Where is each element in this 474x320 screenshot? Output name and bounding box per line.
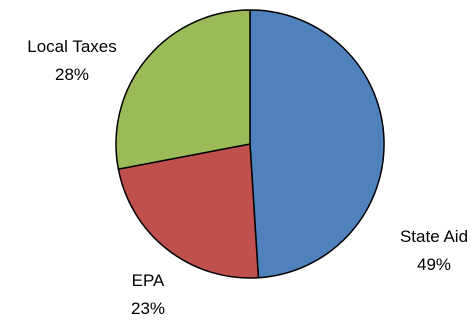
slice-state-aid [249,9,385,279]
label-local-taxes-pct: 28% [55,65,89,84]
label-epa-name: EPA [132,271,165,290]
slice-epa [117,143,260,279]
pie-slices [115,9,385,279]
label-local-taxes-name: Local Taxes [27,37,116,56]
label-state-aid-pct: 49% [417,255,451,274]
label-state-aid-name: State Aid [400,227,468,246]
slice-local-taxes [115,9,251,170]
label-epa-pct: 23% [131,299,165,318]
